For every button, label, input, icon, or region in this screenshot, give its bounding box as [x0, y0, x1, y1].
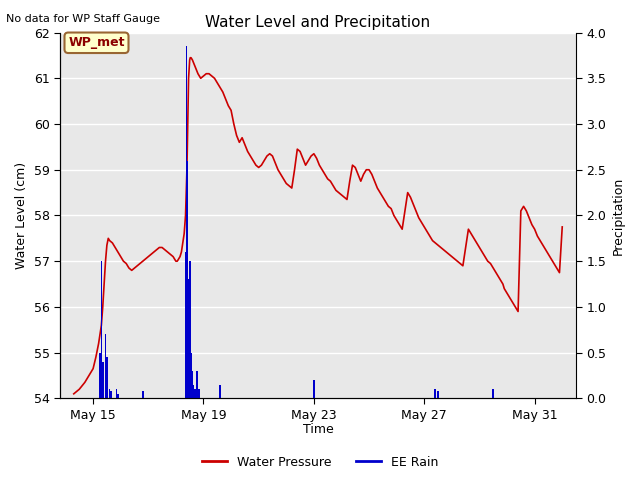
Bar: [435, 389, 436, 398]
Bar: [195, 389, 196, 398]
Bar: [142, 391, 143, 398]
Bar: [220, 384, 221, 398]
Bar: [189, 261, 191, 398]
Bar: [185, 252, 186, 398]
Bar: [193, 384, 194, 398]
Bar: [186, 46, 187, 398]
Bar: [110, 391, 112, 398]
Bar: [186, 161, 188, 398]
Title: Water Level and Precipitation: Water Level and Precipitation: [205, 15, 431, 30]
Bar: [196, 371, 198, 398]
Y-axis label: Water Level (cm): Water Level (cm): [15, 162, 28, 269]
Bar: [189, 261, 191, 398]
Bar: [99, 353, 101, 398]
Bar: [187, 279, 189, 398]
Bar: [102, 362, 104, 398]
Bar: [116, 389, 117, 398]
Bar: [188, 335, 189, 398]
Bar: [437, 391, 439, 398]
Bar: [191, 353, 192, 398]
Bar: [198, 389, 200, 398]
Bar: [100, 261, 102, 398]
Text: WP_met: WP_met: [68, 36, 125, 49]
Bar: [492, 389, 494, 398]
Bar: [191, 371, 193, 398]
Bar: [313, 380, 315, 398]
Y-axis label: Precipitation: Precipitation: [612, 176, 625, 254]
Legend: Water Pressure, EE Rain: Water Pressure, EE Rain: [196, 451, 444, 474]
Bar: [109, 389, 111, 398]
Text: No data for WP Staff Gauge: No data for WP Staff Gauge: [6, 14, 161, 24]
Bar: [106, 357, 108, 398]
Bar: [117, 394, 119, 398]
X-axis label: Time: Time: [303, 423, 333, 436]
Bar: [105, 335, 106, 398]
